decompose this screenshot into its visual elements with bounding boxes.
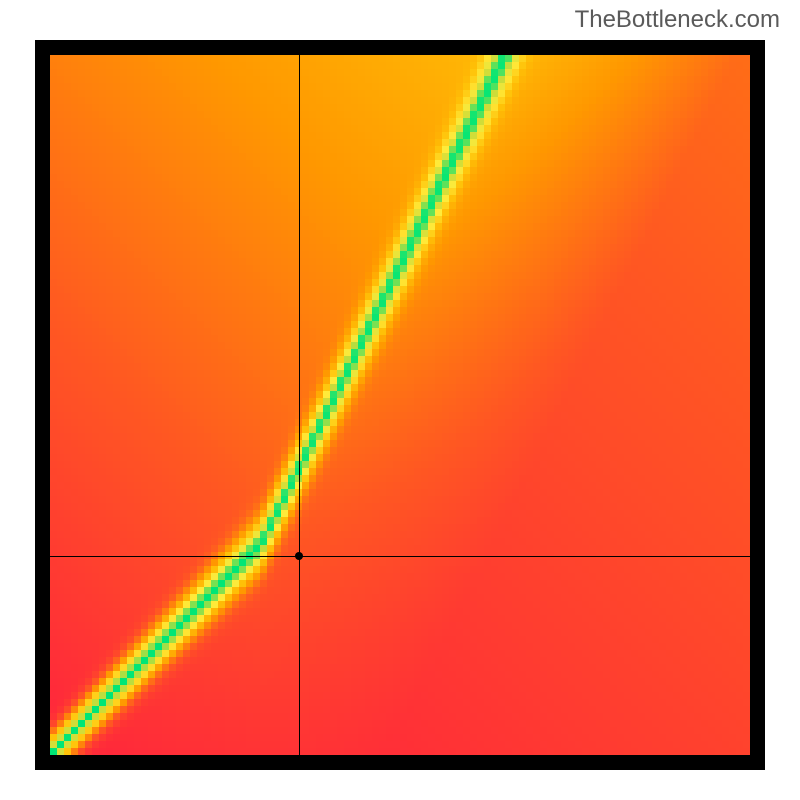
crosshair-vertical	[299, 55, 300, 755]
heatmap-canvas	[50, 55, 750, 755]
data-point-marker	[295, 552, 303, 560]
plot-frame	[35, 40, 765, 770]
crosshair-horizontal	[50, 556, 750, 557]
watermark-text: TheBottleneck.com	[575, 6, 780, 34]
